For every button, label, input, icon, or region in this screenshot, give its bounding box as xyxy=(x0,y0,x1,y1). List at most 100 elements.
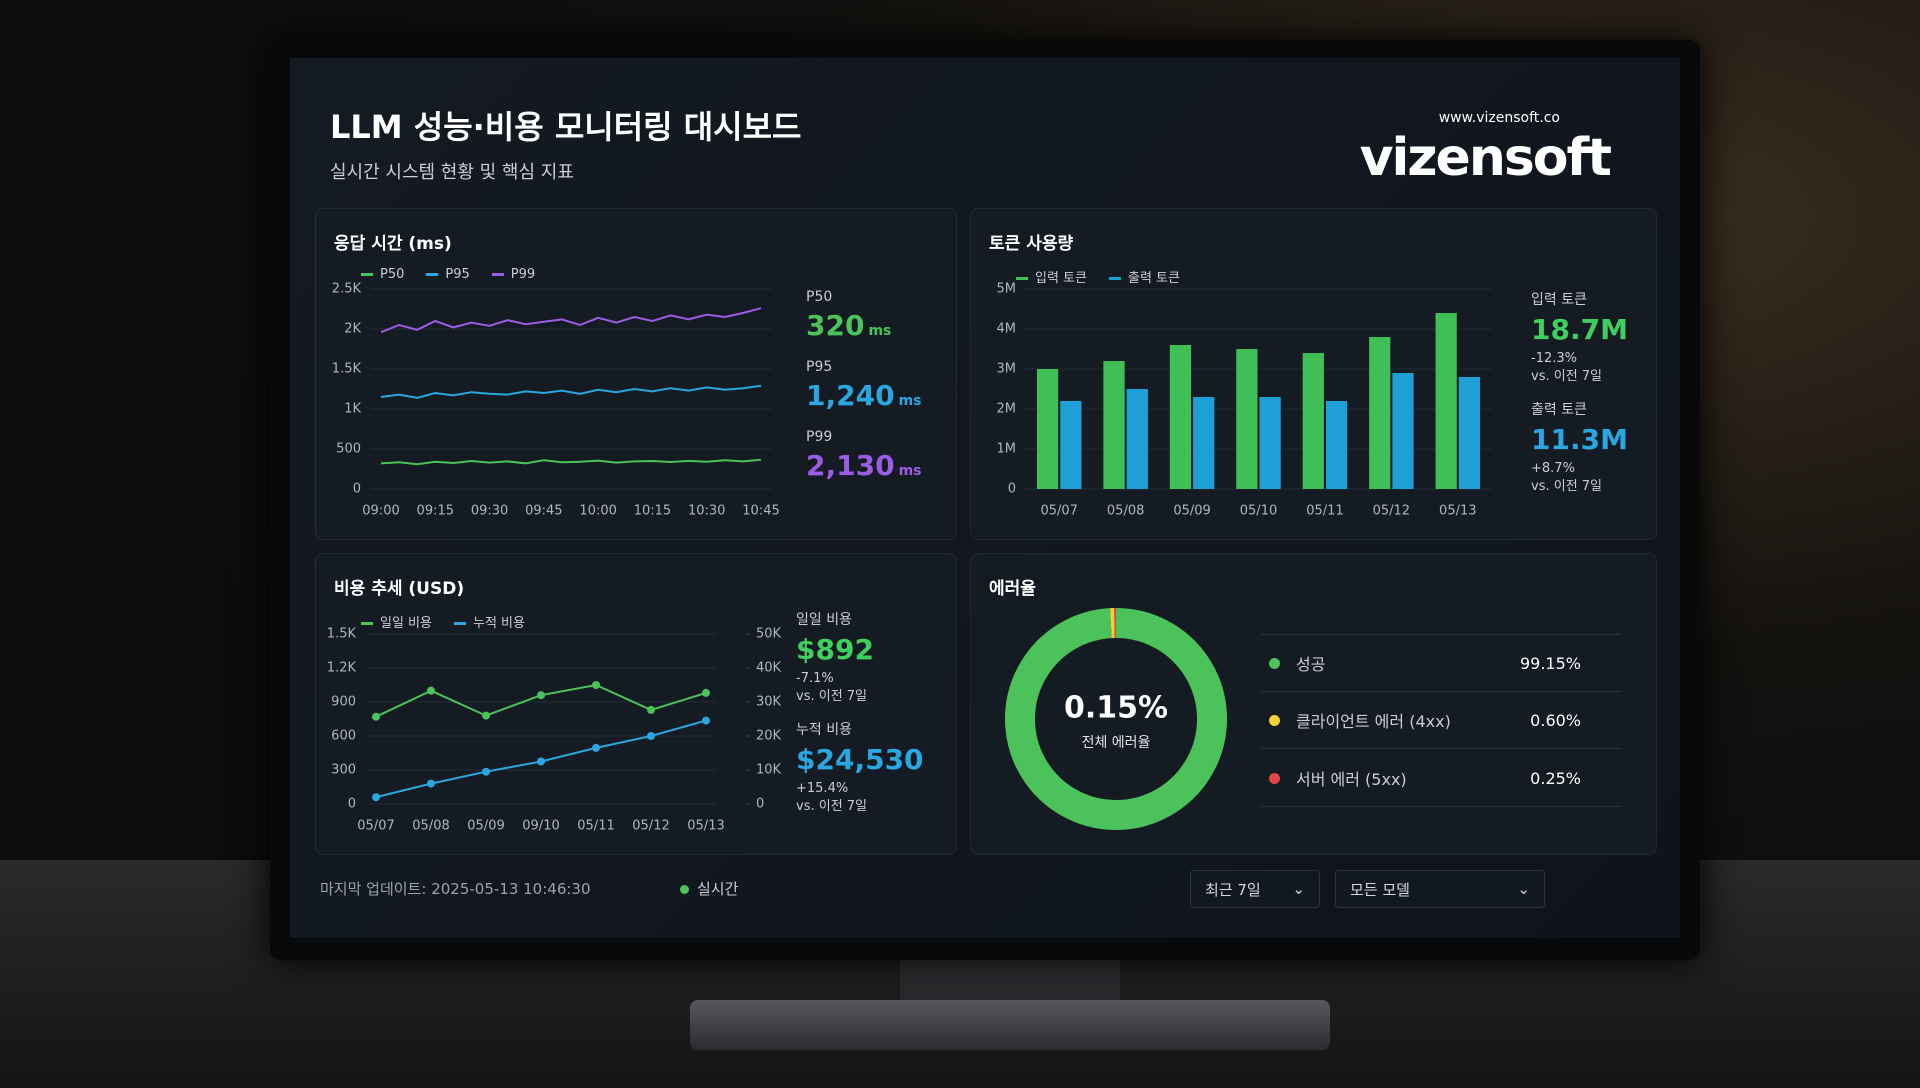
x-tick-label: 05/08 xyxy=(1107,504,1144,519)
kpi-change: -7.1% xyxy=(796,671,834,686)
live-indicator: 실시간 xyxy=(680,878,738,899)
last-updated: 마지막 업데이트: 2025-05-13 10:46:30 xyxy=(320,880,591,898)
kpi-value: 2,130 ms xyxy=(806,449,922,482)
kpi-note: vs. 이전 7일 xyxy=(796,689,868,704)
point xyxy=(372,793,380,802)
donut-segment xyxy=(1005,608,1227,830)
legend-label: 서버 에러 (5xx) xyxy=(1296,770,1407,789)
legend-swatch xyxy=(1108,277,1121,280)
kpi-value: 1,240 ms xyxy=(806,379,922,412)
series-line xyxy=(380,458,762,466)
subtitle: 실시간 시스템 현황 및 핵심 지표 xyxy=(330,162,574,183)
kpi-value: 320 ms xyxy=(806,309,891,342)
kpi-value: 18.7M xyxy=(1531,313,1628,346)
y-tick-label: 2K xyxy=(344,322,361,337)
legend: P50 P95 P99 xyxy=(361,267,535,282)
legend-item: 출력 토큰 xyxy=(1108,267,1180,286)
y-tick-label: 600 xyxy=(331,729,356,744)
chart: 0 300 600 900 1.2K 1.5K 0 10K 20K 30K 40K 50K 05/07 0… xyxy=(327,627,782,834)
y2-tick-label: 0 xyxy=(756,797,764,812)
y-tick-label: 0 xyxy=(348,797,356,812)
bar xyxy=(1126,389,1148,489)
y-tick-label: 500 xyxy=(336,442,361,457)
dashboard: LLM 성능·비용 모니터링 대시보드 실시간 시스템 현황 및 핵심 지표 w… xyxy=(290,58,1680,938)
x-tick-label: 10:30 xyxy=(688,504,725,519)
legend-label: 누적 비용 xyxy=(472,616,525,631)
x-tick-label: 05/09 xyxy=(1173,504,1210,519)
legend-item: P99 xyxy=(491,267,536,282)
legend-item: 입력 토큰 xyxy=(1016,267,1087,286)
legend-label: P99 xyxy=(510,267,536,282)
panel: 에러율 0.15% 전체 에러율 성공 99.15% 클라이언트 에러 (4xx) 0.60… xyxy=(970,553,1657,855)
live-label: 실시간 xyxy=(697,880,739,898)
panel-title: 비용 추세 (USD) xyxy=(334,579,465,599)
kpi-unit: ms xyxy=(898,393,922,409)
kpi: P99 2,130 ms xyxy=(806,429,922,486)
bar xyxy=(1458,377,1481,489)
kpi-number: 18.7M xyxy=(1531,313,1628,346)
panel: 토큰 사용량 입력 토큰 출력 토큰 입력 토큰 18.7M -12.3% vs. 이전 7… xyxy=(970,208,1657,540)
point xyxy=(427,686,435,695)
y-tick-label: 0 xyxy=(353,482,361,497)
model-label: 모든 모델 xyxy=(1350,880,1410,899)
kpi-label: P95 xyxy=(806,359,833,375)
donut-center-caption: 전체 에러율 xyxy=(1082,735,1151,751)
point xyxy=(647,705,655,714)
legend-row: 성공 99.15% xyxy=(1261,634,1621,692)
bar xyxy=(1036,369,1059,489)
legend-swatch xyxy=(491,273,504,276)
bar xyxy=(1325,401,1348,489)
kpi-note: vs. 이전 7일 xyxy=(1531,479,1603,494)
panel: 비용 추세 (USD) 일일 비용 누적 비용 일일 비용 $892 -7.1% vs. 이… xyxy=(315,553,957,855)
panel-title: 응답 시간 (ms) xyxy=(334,234,452,254)
legend-swatch xyxy=(426,273,439,276)
x-tick-label: 05/11 xyxy=(1306,504,1343,519)
series-line xyxy=(380,307,762,334)
kpi-number: 320 xyxy=(806,309,865,342)
legend-label: 입력 토큰 xyxy=(1035,271,1087,286)
legend-swatch xyxy=(361,622,373,625)
bar xyxy=(1236,349,1258,489)
y-tick-label: 1K xyxy=(344,402,361,417)
y2-tick-label: 30K xyxy=(756,695,782,710)
model-select[interactable]: 모든 모델 ⌄ xyxy=(1335,870,1545,908)
kpi: 누적 비용 $24,530 +15.4% vs. 이전 7일 xyxy=(796,719,924,816)
legend-label: 일일 비용 xyxy=(380,616,432,631)
range-select[interactable]: 최근 7일 ⌄ xyxy=(1190,870,1320,908)
y-tick-label: 900 xyxy=(331,695,356,710)
value-label: 0.25% xyxy=(1530,768,1581,788)
y-tick-label: 5M xyxy=(997,282,1017,297)
brand-url: www.vizensoft.co xyxy=(1438,110,1560,126)
bar xyxy=(1103,361,1125,489)
kpi-label: P99 xyxy=(806,429,833,445)
point xyxy=(482,711,490,720)
panel: 응답 시간 (ms) P50 P95 P99 P50 320 ms P95 1,240 ms P99… xyxy=(315,208,957,540)
chart: 0 500 1K 1.5K 2K 2.5K 09:00 09:15 09:30 09:45 10:0… xyxy=(332,282,780,519)
y-tick-label: 3M xyxy=(997,362,1017,377)
x-tick-label: 05/07 xyxy=(357,819,394,834)
y2-tick-label: 20K xyxy=(756,729,782,744)
legend-swatch xyxy=(361,273,373,276)
bar xyxy=(1302,353,1324,489)
kpi: P50 320 ms xyxy=(806,289,891,346)
legend-row: 클라이언트 에러 (4xx) 0.60% xyxy=(1261,692,1621,749)
panel-title: 토큰 사용량 xyxy=(989,234,1074,254)
legend-label: 성공 xyxy=(1296,655,1326,674)
kpi: 출력 토큰 11.3M +8.7% vs. 이전 7일 xyxy=(1531,399,1628,496)
legend-label: P95 xyxy=(445,267,470,282)
legend-label: 출력 토큰 xyxy=(1127,271,1180,286)
x-tick-label: 05/13 xyxy=(687,819,724,834)
y-tick-label: 1.2K xyxy=(327,661,357,676)
point xyxy=(647,732,655,740)
legend: 일일 비용 누적 비용 xyxy=(361,612,525,631)
x-tick-label: 09:45 xyxy=(525,504,562,519)
y-tick-label: 4M xyxy=(997,322,1017,337)
kpi-note: vs. 이전 7일 xyxy=(1531,369,1603,384)
x-tick-label: 05/12 xyxy=(632,819,669,834)
kpi-number: $892 xyxy=(796,633,874,666)
y-tick-label: 2.5K xyxy=(332,282,362,297)
legend-item: P50 xyxy=(361,267,404,282)
y-tick-label: 1.5K xyxy=(327,627,357,642)
